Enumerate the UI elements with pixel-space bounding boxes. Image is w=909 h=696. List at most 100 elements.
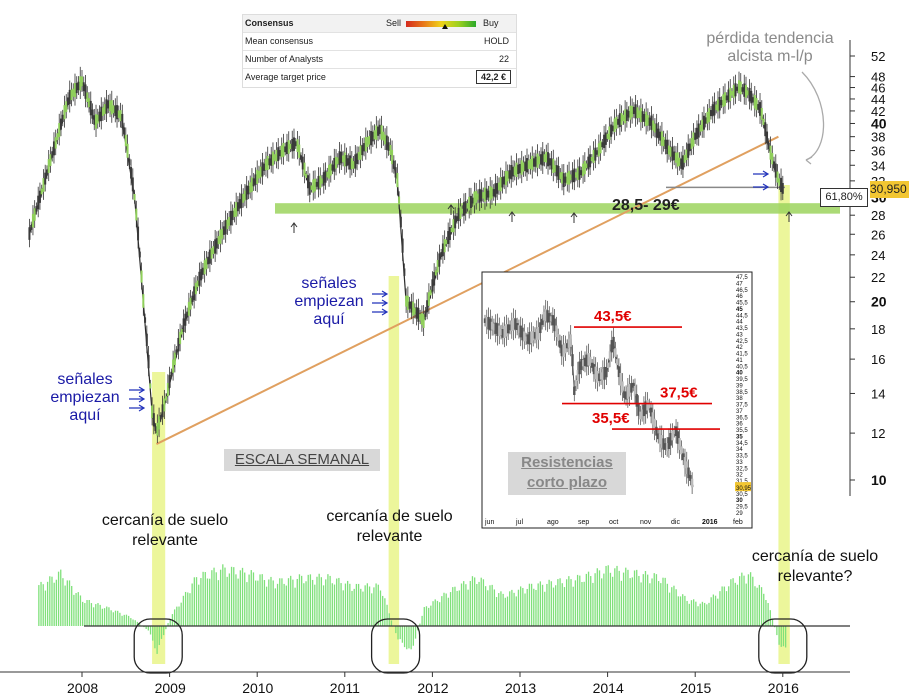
price-candle bbox=[201, 267, 204, 275]
price-candle bbox=[72, 88, 75, 97]
histogram-bar bbox=[239, 570, 241, 626]
inset-last-price-box bbox=[735, 482, 751, 492]
histogram-bar bbox=[778, 626, 780, 645]
histogram-bar bbox=[226, 576, 228, 626]
histogram-bar bbox=[327, 574, 329, 626]
price-candle bbox=[177, 337, 180, 352]
inset-candle bbox=[551, 315, 555, 326]
price-candle bbox=[499, 177, 502, 192]
price-candle bbox=[475, 190, 478, 203]
price-candle bbox=[589, 154, 592, 168]
price-candle bbox=[406, 295, 409, 310]
gauge-pointer-icon bbox=[442, 24, 448, 29]
histogram-bar bbox=[736, 584, 739, 626]
price-candle bbox=[291, 138, 294, 152]
histogram-bar bbox=[233, 567, 235, 626]
histogram-bar bbox=[743, 575, 745, 626]
highlight-band bbox=[388, 276, 400, 664]
price-candle bbox=[261, 162, 264, 177]
histogram-bar bbox=[156, 626, 158, 654]
price-candle bbox=[554, 165, 557, 173]
price-candle bbox=[366, 137, 369, 147]
histogram-bar bbox=[620, 580, 623, 626]
price-candle bbox=[184, 313, 187, 326]
price-candle bbox=[511, 166, 514, 177]
trend-loss-arrow bbox=[801, 71, 825, 161]
price-candle bbox=[674, 152, 677, 163]
price-candle bbox=[730, 91, 733, 96]
price-candle bbox=[229, 210, 232, 226]
histogram-bar bbox=[79, 595, 82, 626]
histogram-bar bbox=[250, 570, 252, 626]
price-candle bbox=[382, 131, 385, 141]
arrow-up-icon bbox=[508, 211, 516, 222]
histogram-bar bbox=[552, 587, 555, 626]
price-candle bbox=[519, 163, 521, 174]
price-candle bbox=[270, 154, 273, 166]
price-candle bbox=[238, 199, 241, 209]
price-candle bbox=[478, 188, 481, 203]
price-candle bbox=[590, 156, 593, 162]
inset-x-label: ago bbox=[547, 519, 559, 526]
histogram-bar bbox=[160, 626, 163, 639]
inset-candle bbox=[681, 453, 685, 461]
histogram-bar bbox=[638, 575, 640, 626]
support-band bbox=[275, 203, 840, 214]
histogram-bar bbox=[760, 587, 763, 626]
inset-y-label: 41,5 bbox=[736, 352, 748, 358]
price-candle bbox=[298, 144, 301, 158]
price-candle bbox=[415, 307, 418, 319]
histogram-bar bbox=[769, 610, 771, 626]
inset-y-label: 30,5 bbox=[736, 492, 748, 498]
histogram-bar bbox=[495, 597, 498, 626]
price-candle bbox=[769, 145, 772, 160]
inset-y-label: 42,5 bbox=[736, 339, 748, 345]
inset-candle bbox=[621, 381, 624, 393]
price-candle bbox=[468, 196, 471, 211]
price-candle bbox=[538, 156, 541, 165]
price-candle bbox=[780, 177, 783, 193]
price-candle bbox=[398, 196, 401, 205]
price-candle bbox=[307, 175, 310, 189]
price-candle bbox=[738, 80, 740, 94]
price-candle bbox=[151, 405, 154, 419]
inset-y-label: 45,5 bbox=[736, 301, 748, 307]
price-candle bbox=[652, 120, 655, 131]
histogram-bar bbox=[167, 623, 169, 626]
price-candle bbox=[566, 172, 569, 185]
inset-candle bbox=[560, 344, 563, 357]
price-candle bbox=[457, 207, 460, 222]
histogram-bar bbox=[524, 593, 526, 626]
x-tick-label: 2008 bbox=[67, 680, 98, 696]
inset-candle bbox=[487, 316, 490, 330]
histogram-bar bbox=[187, 592, 189, 626]
inset-candle bbox=[557, 334, 560, 342]
price-candle bbox=[531, 155, 534, 171]
signal-arrows bbox=[129, 71, 825, 412]
histogram-bar bbox=[511, 589, 513, 626]
price-candle bbox=[40, 188, 43, 195]
histogram-bar bbox=[504, 597, 506, 626]
price-candle bbox=[781, 183, 784, 194]
histogram-bar bbox=[616, 565, 618, 626]
price-candle bbox=[694, 132, 697, 140]
histogram-bar bbox=[478, 581, 480, 626]
price-candle bbox=[368, 135, 371, 145]
price-candle bbox=[233, 207, 236, 218]
histogram-bar bbox=[281, 578, 283, 626]
inset-candle bbox=[639, 411, 642, 420]
price-candle bbox=[380, 125, 383, 140]
histogram-bar bbox=[379, 590, 382, 626]
y-tick-label: 18 bbox=[871, 322, 885, 337]
price-candle bbox=[573, 168, 576, 183]
price-candle bbox=[81, 76, 83, 87]
price-candle bbox=[375, 125, 378, 140]
inset-candle bbox=[607, 362, 610, 368]
resistance-label: 37,5€ bbox=[660, 385, 698, 402]
inset-x-label: sep bbox=[578, 519, 589, 526]
price-candle bbox=[645, 111, 648, 126]
price-candle bbox=[527, 160, 530, 170]
histogram-bar bbox=[703, 602, 706, 626]
price-candle bbox=[429, 289, 432, 296]
histogram-bar bbox=[106, 606, 108, 626]
